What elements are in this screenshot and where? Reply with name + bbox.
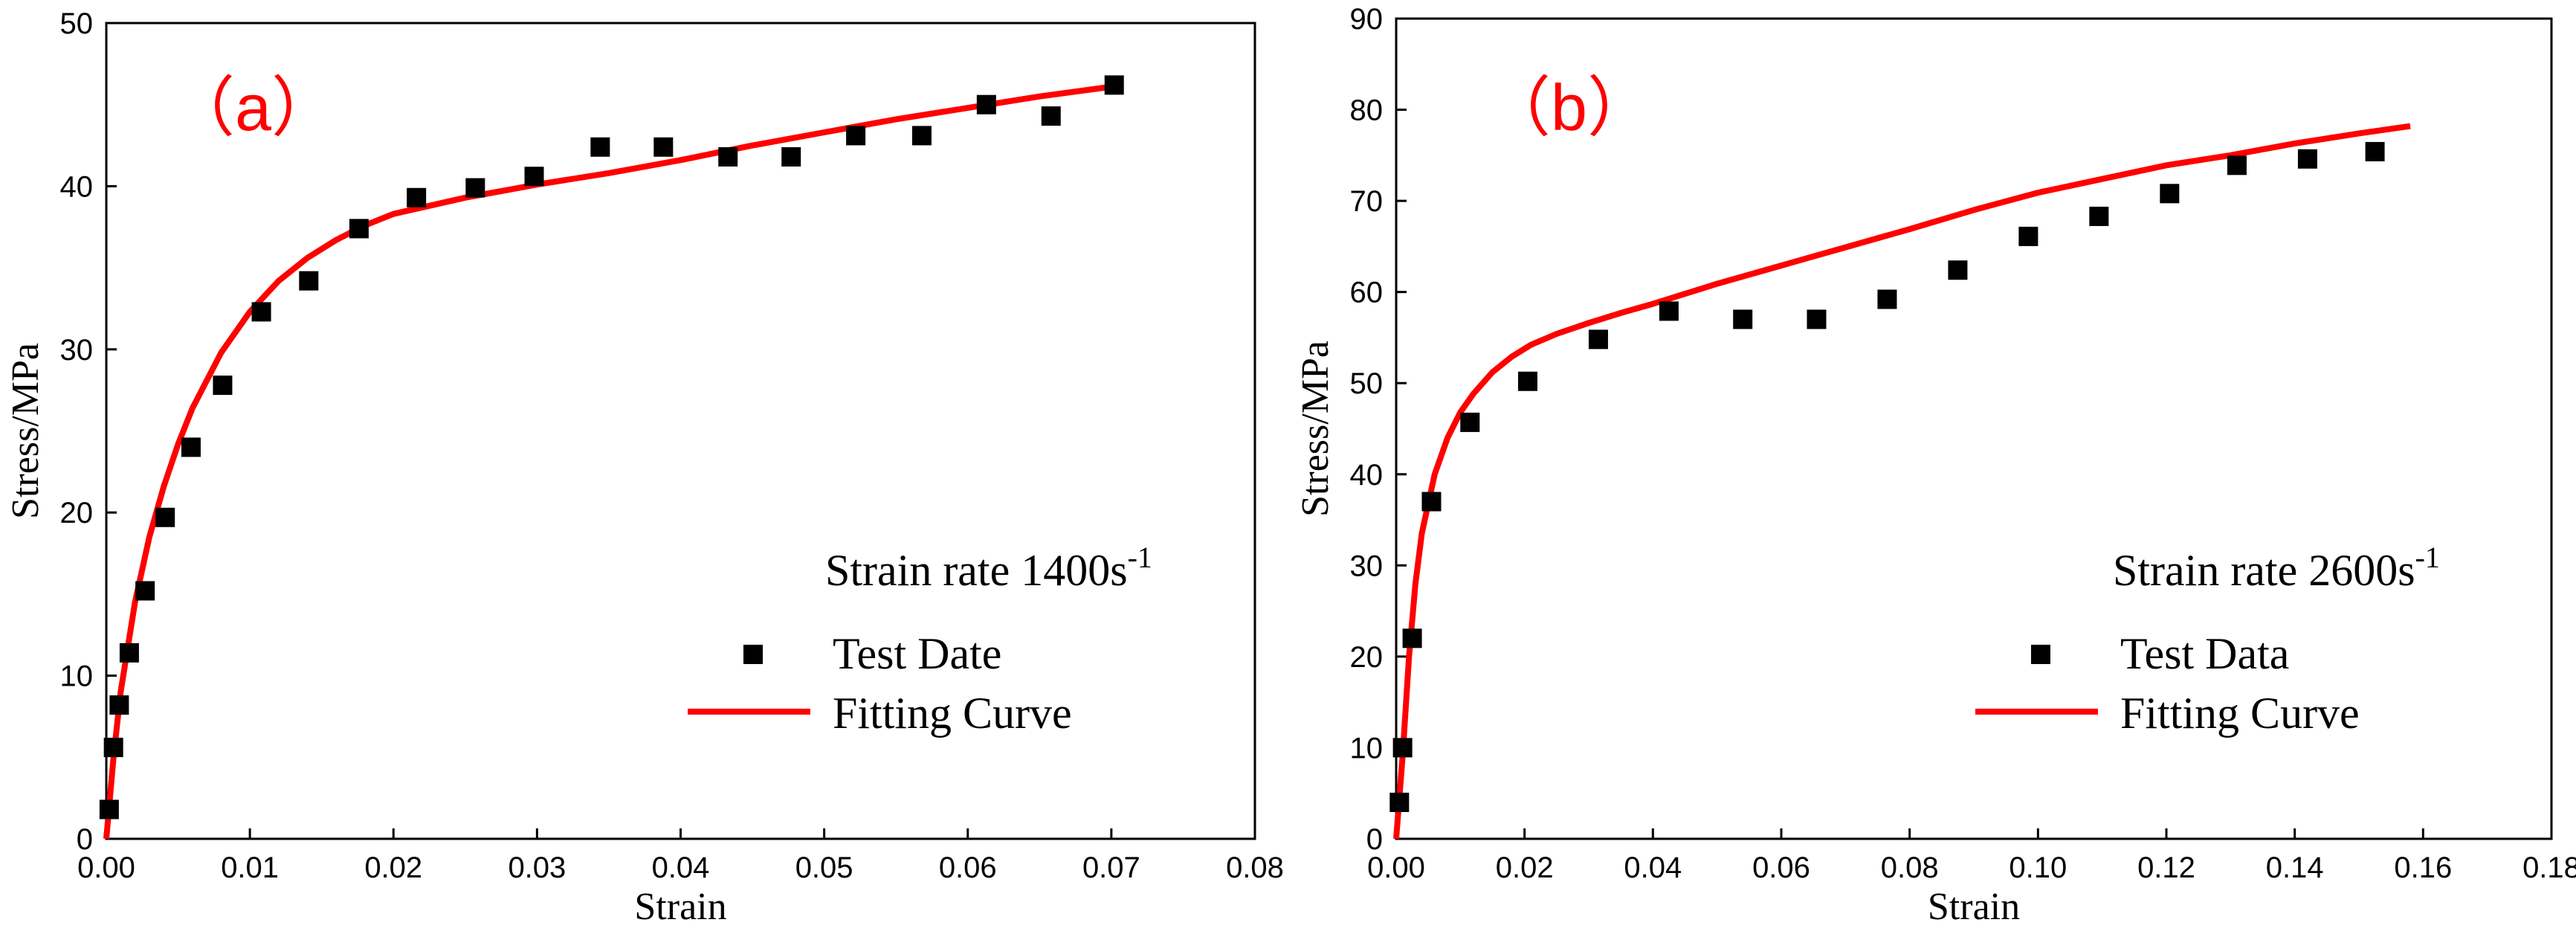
- y-tick-label: 0: [1366, 823, 1383, 856]
- data-point: [1104, 75, 1124, 95]
- y-tick-label: 50: [1350, 367, 1384, 400]
- y-tick-label: 20: [60, 497, 94, 529]
- data-point: [1041, 106, 1061, 126]
- data-point: [1733, 309, 1753, 329]
- x-tick-label: 0.14: [2266, 851, 2324, 884]
- data-point: [119, 642, 139, 663]
- plot-frame: [105, 22, 1256, 840]
- data-point: [1517, 371, 1537, 391]
- data-point: [2160, 184, 2180, 204]
- legend-entry-label: Test Data: [2120, 629, 2289, 678]
- data-point: [99, 799, 119, 819]
- data-point: [653, 137, 674, 157]
- data-point: [846, 126, 866, 146]
- y-tick-label: 20: [1350, 641, 1384, 674]
- chart-panel-b: 0.00 0.02 0.04 0.06 0.08 0.10 0.12 0.14 0.16 0.18…: [1294, 3, 2576, 928]
- fitting-curve-line: [103, 83, 1112, 840]
- data-point: [2089, 206, 2109, 226]
- data-point: [155, 507, 175, 527]
- x-tick-label: 0.06: [1752, 851, 1810, 884]
- x-tick-label: 0.05: [795, 851, 853, 884]
- data-point: [524, 167, 544, 187]
- data-point: [1460, 412, 1480, 432]
- x-tick-label: 0.18: [2522, 851, 2576, 884]
- data-point: [718, 146, 738, 167]
- plot-frame: [1395, 17, 2553, 840]
- data-point: [1421, 492, 1442, 512]
- y-axis-label: Stress/MPa: [4, 343, 47, 519]
- data-point: [2018, 226, 2038, 246]
- data-point: [911, 126, 932, 146]
- x-tick-label: 0.12: [2137, 851, 2195, 884]
- data-point: [1807, 309, 1827, 329]
- data-point: [109, 695, 129, 715]
- legend-entry-label: Fitting Curve: [2120, 689, 2360, 738]
- legend-title: Strain rate 1400s-1: [825, 541, 1152, 595]
- chart-panel-a: 0.00 0.01 0.02 0.03 0.04 0.05 0.06 0.07 0.08 0 10 2…: [4, 7, 1284, 928]
- y-tick-label: 10: [1350, 732, 1384, 764]
- x-tick-label: 0.02: [1496, 851, 1554, 884]
- x-tick-label: 0.03: [508, 851, 566, 884]
- x-tick-label: 0.02: [364, 851, 422, 884]
- y-tick-label: 0: [77, 823, 93, 856]
- panel-label: （b）: [1485, 71, 1653, 144]
- x-tick-label: 0.06: [939, 851, 997, 884]
- x-axis-label: Strain: [634, 886, 726, 928]
- x-tick-label: 0.07: [1082, 851, 1140, 884]
- legend-marker-icon: [743, 645, 763, 664]
- data-point: [590, 137, 610, 157]
- data-point: [465, 178, 485, 198]
- x-tick-label: 0.04: [1624, 851, 1682, 884]
- data-point: [2297, 149, 2317, 169]
- x-tick-label: 0.08: [1226, 851, 1284, 884]
- data-point: [781, 146, 801, 167]
- data-point: [1392, 738, 1413, 758]
- x-tick-label: 0.04: [652, 851, 710, 884]
- data-point: [1389, 792, 1410, 812]
- data-point: [407, 187, 427, 207]
- x-tick-label: 0.00: [77, 851, 135, 884]
- legend: Strain rate 1400s-1 Test Date Fitting Curv…: [688, 541, 1152, 738]
- x-axis-label: Strain: [1928, 886, 2020, 928]
- data-point: [976, 94, 996, 115]
- x-tick-label: 0.10: [2009, 851, 2067, 884]
- data-point: [1588, 329, 1608, 350]
- legend: Strain rate 2600s-1 Test Data Fitting Curv…: [1975, 541, 2440, 738]
- y-tick-label: 90: [1350, 3, 1384, 36]
- data-point: [2365, 141, 2385, 161]
- legend-title: Strain rate 2600s-1: [2113, 541, 2440, 595]
- data-point: [1877, 289, 1897, 309]
- y-axis-label: Stress/MPa: [1294, 341, 1337, 517]
- data-point: [1402, 628, 1422, 648]
- legend-entry-label: Test Date: [833, 629, 1001, 678]
- y-tick-label: 30: [1350, 550, 1384, 582]
- y-tick-label: 60: [1350, 277, 1384, 309]
- x-tick-label: 0.16: [2394, 851, 2452, 884]
- y-tick-label: 10: [60, 660, 94, 693]
- data-point: [299, 271, 319, 291]
- legend-entry-label: Fitting Curve: [833, 689, 1072, 738]
- data-point: [251, 302, 271, 322]
- x-tick-label: 0.00: [1367, 851, 1425, 884]
- y-tick-label: 80: [1350, 94, 1384, 127]
- x-tick-label: 0.01: [221, 851, 279, 884]
- legend-marker-icon: [2031, 645, 2050, 664]
- y-tick-label: 50: [60, 7, 94, 40]
- data-point: [181, 437, 201, 457]
- data-point: [349, 219, 369, 239]
- data-point: [213, 376, 233, 396]
- x-tick-label: 0.08: [1881, 851, 1939, 884]
- y-tick-label: 40: [1350, 459, 1384, 492]
- data-point: [1948, 260, 1968, 280]
- data-point: [2227, 155, 2247, 175]
- data-point: [135, 581, 155, 601]
- panel-label: （a）: [170, 71, 337, 144]
- y-tick-label: 40: [60, 170, 94, 203]
- data-point: [1659, 301, 1679, 321]
- data-point: [103, 738, 123, 758]
- y-tick-label: 70: [1350, 185, 1384, 218]
- y-tick-label: 30: [60, 334, 94, 367]
